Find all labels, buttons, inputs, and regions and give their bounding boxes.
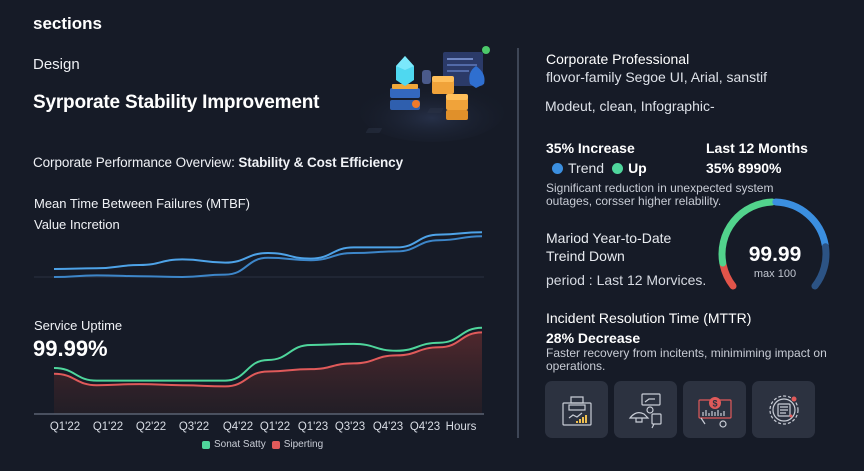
x-tick-label: Q1'23: [298, 421, 328, 433]
period-ytd-label: Mariod Year-to-Date: [546, 230, 672, 246]
up-dot-icon: [612, 162, 624, 174]
page-title: Syrporate Stability Improvement: [33, 92, 320, 113]
trend-indicator: Trend Up: [552, 160, 647, 176]
style-descriptor: Modeut, clean, Infographic-: [545, 98, 715, 114]
legend-item-siperting: Siperting: [271, 439, 324, 450]
mtbf-series-line-lower: [53, 235, 483, 279]
cost-dashboard-icon: $: [697, 396, 732, 428]
mtbf-title: Mean Time Between Failures (MTBF): [34, 196, 251, 211]
last-12-months-label: Last 12 Months: [706, 140, 808, 156]
x-tick-label: Q1'22: [260, 421, 290, 433]
vertical-divider: [517, 48, 519, 438]
gauge-segment-dark-blue: [811, 243, 830, 290]
x-tick-label: Q1'22: [93, 421, 123, 433]
x-tick-label: Q4'22: [223, 421, 253, 433]
sections-label: sections: [33, 14, 102, 33]
up-label: Up: [628, 160, 647, 176]
uptime-value: 99.99%: [33, 336, 108, 361]
trend-down-label: Treind Down: [546, 248, 625, 264]
uptime-area-fill: [54, 332, 482, 414]
style-title: Corporate Professional: [546, 51, 690, 67]
tile-cost-dashboard[interactable]: $: [683, 381, 746, 438]
legend-swatch-red: [271, 440, 280, 449]
uptime-series-line-siperting: [53, 331, 483, 388]
trend-dot-icon: [552, 162, 563, 174]
mtbf-series-line-upper: [53, 231, 483, 270]
uptime-area-chart: Q1'22 Q1'22 Q2'22 Q3'22 Q4'22 Q1'22 Q1'23 Q3'23…: [34, 326, 484, 433]
workflow-steps-icon: [628, 392, 662, 428]
tile-workflow-steps[interactable]: [614, 381, 677, 438]
legend-swatch-green: [202, 440, 210, 449]
legend-label: Sonat Satty: [214, 439, 266, 450]
overview-prefix: Corporate Performance Overview:: [33, 155, 239, 170]
gauge-segment-blue: [772, 198, 829, 249]
legend-item-sonat-satty: Sonat Satty: [202, 439, 266, 450]
mttr-title: Incident Resolution Time (MTTR): [546, 310, 752, 326]
mttr-description: Faster recovery from incitents, minimimi…: [546, 346, 827, 373]
mtbf-line-chart: [34, 231, 484, 279]
overview-bold: Stability & Cost Efficiency: [238, 155, 403, 170]
gauge-segment-green: [718, 198, 776, 267]
svg-text:$: $: [712, 398, 717, 408]
gear-document-icon: [768, 394, 799, 425]
font-family-line: flovor-family Segoe UI, Arial, sanstif: [546, 69, 767, 85]
tile-briefcase-chart[interactable]: [545, 381, 608, 438]
x-tick-label: Hours: [446, 421, 477, 433]
gauge-segment-red: [719, 261, 737, 290]
increase-stat: 35% Increase: [546, 140, 635, 156]
design-label: Design: [33, 56, 80, 73]
last-12-months-value: 35% 8990%: [706, 160, 782, 176]
uptime-series-line-sonat-satty: [53, 326, 483, 382]
period-last-label: period : Last 12 Morvices.: [546, 272, 707, 288]
icon-tiles: $: [545, 381, 815, 438]
x-tick-label: Q2'22: [136, 421, 166, 433]
x-tick-label: Q1'22: [50, 421, 80, 433]
gauge-value: 99.99: [748, 243, 802, 266]
mtbf-subtitle: Value Incretion: [34, 217, 120, 232]
server-database-illustration-icon: [360, 46, 504, 142]
tile-gear-document[interactable]: [752, 381, 815, 438]
mttr-decrease: 28% Decrease: [546, 330, 641, 346]
x-tick-label: Q4'23: [373, 421, 403, 433]
briefcase-chart-icon: [561, 395, 592, 426]
uptime-title: Service Uptime: [34, 318, 123, 333]
gauge-max: max 100: [753, 268, 797, 280]
uptime-legend: Sonat Satty Siperting: [202, 439, 323, 450]
x-tick-label: Q4'23: [410, 421, 440, 433]
mtbf-description: Significant reduction in unexpected syst…: [546, 181, 774, 208]
legend-label: Siperting: [283, 439, 324, 450]
x-tick-label: Q3'22: [179, 421, 209, 433]
uptime-gauge: [718, 198, 830, 290]
overview-heading: Corporate Performance Overview: Stabilit…: [33, 155, 403, 170]
trend-label: Trend: [568, 160, 605, 176]
x-tick-label: Q3'23: [335, 421, 365, 433]
